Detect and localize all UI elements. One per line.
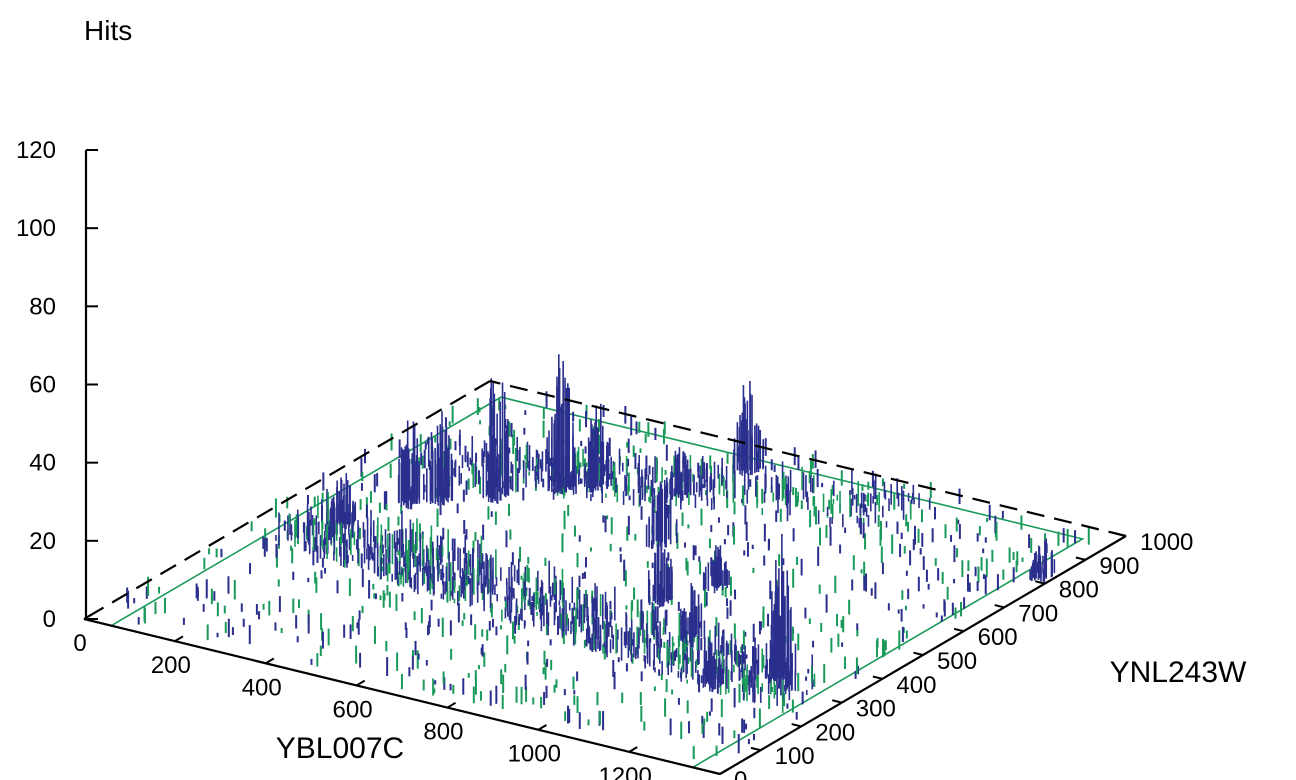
x-tick-label: 1000	[508, 741, 561, 768]
x-tick	[719, 768, 729, 775]
z-tick-label: 0	[43, 606, 56, 633]
y-tick-label: 200	[815, 719, 855, 746]
y-tick-label: 0	[734, 767, 747, 780]
z-tick-label: 40	[29, 450, 56, 477]
y-tick-label: 800	[1059, 577, 1099, 604]
x-axis-line	[83, 617, 721, 776]
x-tick	[628, 746, 638, 753]
y-tick	[750, 746, 761, 752]
x-tick-label: 800	[423, 719, 463, 746]
y-tick	[1035, 580, 1046, 585]
x-tick	[174, 635, 184, 643]
z-tick-label: 100	[16, 215, 56, 242]
y-tick	[913, 651, 924, 656]
y-tick-label: 400	[896, 672, 936, 699]
axes	[83, 149, 1127, 776]
x-tick-label: 600	[333, 696, 373, 723]
z-tick-label: 80	[29, 293, 56, 320]
x-tick-label: 200	[151, 652, 191, 679]
surface-marks	[126, 354, 1090, 760]
y-tick-label: 300	[856, 696, 896, 723]
x-tick	[83, 613, 93, 620]
tick-labels: 0204060801001200200400600800100012001400…	[16, 137, 1193, 780]
y-tick-label: 900	[1099, 553, 1139, 580]
x-tick-label: 0	[73, 630, 86, 657]
y-tick	[832, 699, 843, 704]
z-tick-label: 120	[16, 137, 56, 164]
z-tick-label: 60	[29, 372, 56, 399]
y-tick-label: 1000	[1140, 529, 1193, 556]
y-tick	[872, 675, 883, 680]
x-tick	[356, 679, 366, 687]
y-tick	[994, 604, 1005, 609]
back-x-edge	[489, 379, 1127, 538]
y-tick-label: 500	[937, 648, 977, 675]
y-tick-label: 600	[978, 624, 1018, 651]
x-tick	[265, 657, 275, 665]
y-tick	[953, 627, 964, 633]
x-axis-label: YBL007C	[276, 732, 404, 765]
y-axis-label: YNL243W	[1110, 656, 1247, 689]
y-tick	[1116, 532, 1127, 537]
y-tick-label: 700	[1018, 600, 1058, 627]
x-tick	[537, 724, 547, 731]
y-tick	[791, 723, 802, 728]
back-y-edge	[83, 380, 491, 620]
y-tick	[710, 770, 721, 775]
y-tick	[1075, 556, 1086, 561]
z-tick-label: 20	[29, 528, 56, 555]
z-axis-label: Hits	[84, 15, 132, 46]
x-tick-label: 400	[242, 674, 282, 701]
x-tick-label: 1200	[598, 763, 651, 780]
y-tick-label: 100	[775, 743, 815, 770]
x-tick	[446, 701, 457, 709]
